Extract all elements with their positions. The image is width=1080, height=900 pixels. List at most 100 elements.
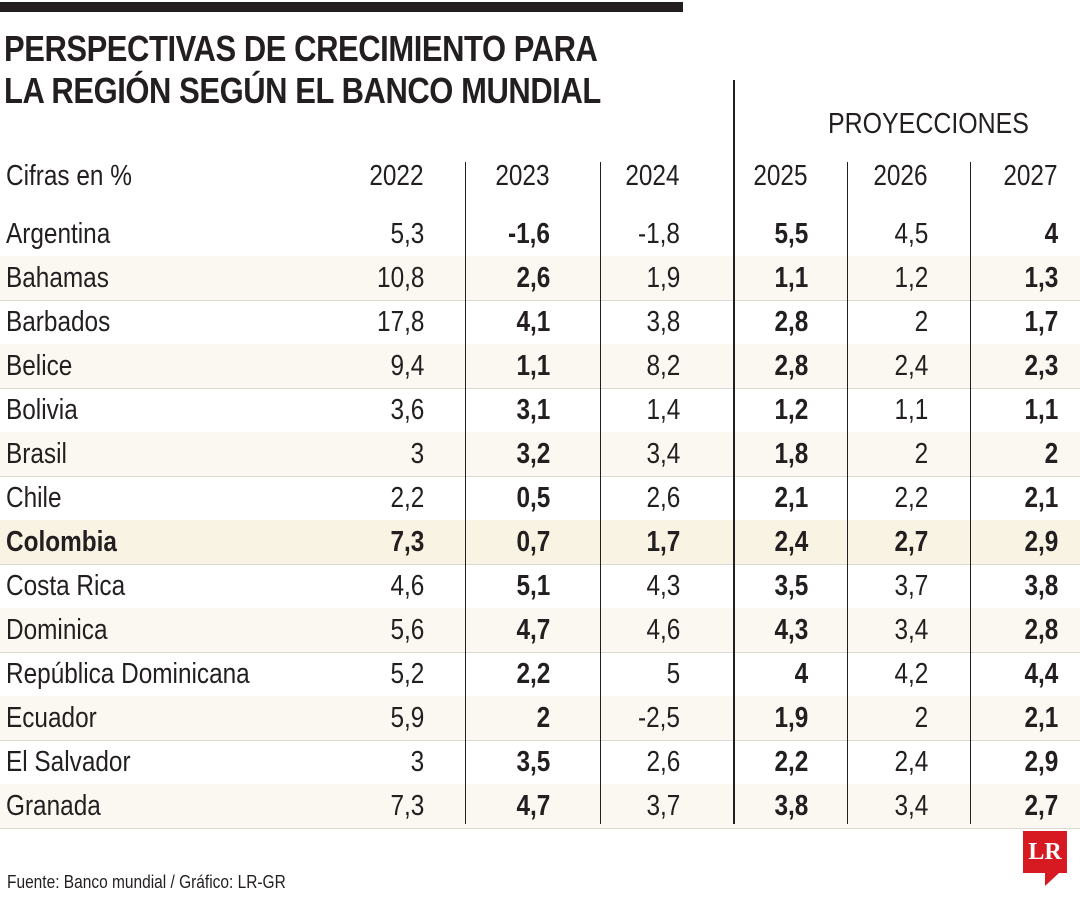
value-2026: 2,7 bbox=[894, 526, 928, 558]
value-2026: 3,4 bbox=[894, 614, 928, 646]
value-2024: 4,6 bbox=[646, 614, 680, 646]
divider-projections bbox=[733, 80, 735, 824]
value-2023: 5,1 bbox=[516, 570, 550, 602]
table-row: Costa Rica 4,6 5,1 4,3 3,5 3,7 3,8 bbox=[0, 564, 1080, 609]
value-2025: 2,4 bbox=[774, 526, 808, 558]
divider-2027 bbox=[970, 162, 971, 824]
table-row: Barbados 17,8 4,1 3,8 2,8 2 1,7 bbox=[0, 300, 1080, 345]
title-line-1: PERSPECTIVAS DE CRECIMIENTO PARA bbox=[4, 28, 598, 69]
table-row: Dominica 5,6 4,7 4,6 4,3 3,4 2,8 bbox=[0, 608, 1080, 653]
value-2022: 5,2 bbox=[390, 658, 424, 690]
value-2022: 9,4 bbox=[390, 350, 424, 382]
value-2024: 1,7 bbox=[646, 526, 680, 558]
divider-2023 bbox=[465, 162, 466, 824]
value-2027: 2,9 bbox=[1024, 746, 1058, 778]
source-note: Fuente: Banco mundial / Gráfico: LR-GR bbox=[7, 872, 286, 892]
value-2024: 3,8 bbox=[646, 306, 680, 338]
value-2023: 0,5 bbox=[516, 482, 550, 514]
table-row: El Salvador 3 3,5 2,6 2,2 2,4 2,9 bbox=[0, 740, 1080, 785]
value-2023: 3,1 bbox=[516, 394, 550, 426]
value-2025: 2,1 bbox=[774, 482, 808, 514]
value-2022: 5,3 bbox=[390, 218, 424, 250]
value-2027: 2,3 bbox=[1024, 350, 1058, 382]
header-year-2023: 2023 bbox=[495, 160, 550, 192]
value-2027: 1,7 bbox=[1024, 306, 1058, 338]
value-2027: 3,8 bbox=[1024, 570, 1058, 602]
row-country: Chile bbox=[6, 482, 62, 514]
row-country: Colombia bbox=[6, 526, 117, 558]
row-country: Dominica bbox=[6, 614, 108, 646]
header-year-2022: 2022 bbox=[369, 160, 424, 192]
value-2025: 2,8 bbox=[774, 306, 808, 338]
value-2024: -2,5 bbox=[638, 702, 680, 734]
value-2022: 2,2 bbox=[390, 482, 424, 514]
value-2022: 5,9 bbox=[390, 702, 424, 734]
value-2022: 17,8 bbox=[376, 306, 424, 338]
lr-logo-tip bbox=[1045, 873, 1059, 886]
table-row: Belice 9,4 1,1 8,2 2,8 2,4 2,3 bbox=[0, 344, 1080, 389]
table-row: Bahamas 10,8 2,6 1,9 1,1 1,2 1,3 bbox=[0, 256, 1080, 301]
value-2023: 4,1 bbox=[516, 306, 550, 338]
row-country: Granada bbox=[6, 790, 101, 822]
row-country: Belice bbox=[6, 350, 73, 382]
value-2025: 5,5 bbox=[774, 218, 808, 250]
projections-label: PROYECCIONES bbox=[828, 108, 1029, 140]
table-row: Colombia 7,3 0,7 1,7 2,4 2,7 2,9 bbox=[0, 520, 1080, 565]
value-2026: 4,5 bbox=[894, 218, 928, 250]
value-2026: 1,1 bbox=[894, 394, 928, 426]
value-2026: 2 bbox=[914, 306, 928, 338]
value-2023: 2,6 bbox=[516, 262, 550, 294]
value-2022: 3 bbox=[410, 746, 424, 778]
value-2022: 7,3 bbox=[390, 790, 424, 822]
value-2023: 2 bbox=[536, 702, 550, 734]
lr-logo: LR bbox=[1023, 831, 1067, 873]
value-2025: 1,9 bbox=[774, 702, 808, 734]
value-2022: 3 bbox=[410, 438, 424, 470]
value-2022: 4,6 bbox=[390, 570, 424, 602]
value-2024: 1,4 bbox=[646, 394, 680, 426]
value-2023: 2,2 bbox=[516, 658, 550, 690]
value-2026: 1,2 bbox=[894, 262, 928, 294]
value-2027: 1,3 bbox=[1024, 262, 1058, 294]
value-2023: 4,7 bbox=[516, 614, 550, 646]
value-2024: 3,4 bbox=[646, 438, 680, 470]
value-2026: 3,7 bbox=[894, 570, 928, 602]
value-2024: 1,9 bbox=[646, 262, 680, 294]
table-row: Ecuador 5,9 2 -2,5 1,9 2 2,1 bbox=[0, 696, 1080, 741]
value-2026: 3,4 bbox=[894, 790, 928, 822]
row-country: Argentina bbox=[6, 218, 111, 250]
row-country: Costa Rica bbox=[6, 570, 126, 602]
value-2025: 1,2 bbox=[774, 394, 808, 426]
value-2025: 1,1 bbox=[774, 262, 808, 294]
value-2022: 7,3 bbox=[390, 526, 424, 558]
value-2023: 3,5 bbox=[516, 746, 550, 778]
table-row: Chile 2,2 0,5 2,6 2,1 2,2 2,1 bbox=[0, 476, 1080, 521]
value-2023: 0,7 bbox=[516, 526, 550, 558]
header-year-2024: 2024 bbox=[625, 160, 680, 192]
value-2023: 3,2 bbox=[516, 438, 550, 470]
row-country: Brasil bbox=[6, 438, 67, 470]
value-2025: 2,8 bbox=[774, 350, 808, 382]
header-year-2026: 2026 bbox=[873, 160, 928, 192]
value-2027: 4,4 bbox=[1024, 658, 1058, 690]
row-country: Ecuador bbox=[6, 702, 97, 734]
value-2025: 1,8 bbox=[774, 438, 808, 470]
value-2023: 4,7 bbox=[516, 790, 550, 822]
value-2027: 2,1 bbox=[1024, 702, 1058, 734]
value-2025: 4,3 bbox=[774, 614, 808, 646]
header-first-column: Cifras en % bbox=[6, 160, 132, 192]
top-rule bbox=[0, 2, 683, 12]
value-2025: 4 bbox=[794, 658, 808, 690]
value-2027: 2 bbox=[1044, 438, 1058, 470]
value-2022: 3,6 bbox=[390, 394, 424, 426]
value-2024: -1,8 bbox=[638, 218, 680, 250]
chart-title: PERSPECTIVAS DE CRECIMIENTO PARA LA REGI… bbox=[4, 28, 601, 112]
value-2024: 3,7 bbox=[646, 790, 680, 822]
table-row: Brasil 3 3,2 3,4 1,8 2 2 bbox=[0, 432, 1080, 477]
title-line-2: LA REGIÓN SEGÚN EL BANCO MUNDIAL bbox=[4, 70, 601, 111]
table-row: Bolivia 3,6 3,1 1,4 1,2 1,1 1,1 bbox=[0, 388, 1080, 433]
value-2025: 3,8 bbox=[774, 790, 808, 822]
value-2026: 2,4 bbox=[894, 350, 928, 382]
divider-2026 bbox=[847, 162, 848, 824]
value-2026: 2 bbox=[914, 438, 928, 470]
